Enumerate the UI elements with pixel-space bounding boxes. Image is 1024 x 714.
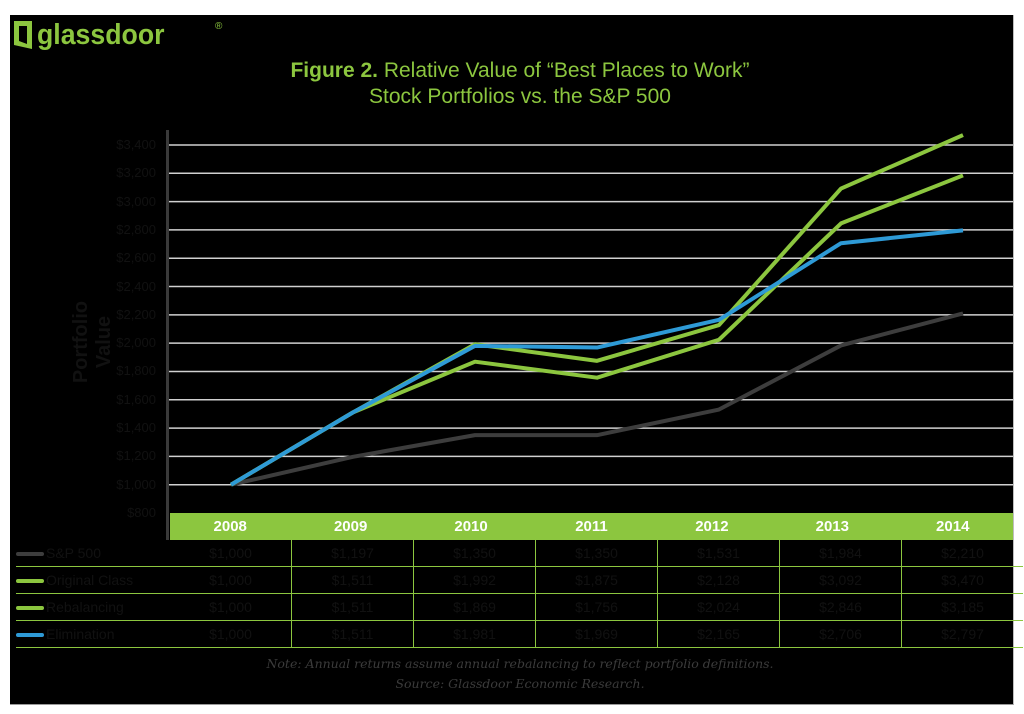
y-tick-label: $1,800 bbox=[116, 363, 156, 379]
legend-label: Rebalancing bbox=[46, 599, 124, 615]
y-tick-label: $3,000 bbox=[116, 193, 156, 209]
table-cell: $3,185 bbox=[901, 593, 1023, 621]
y-tick-label: $800 bbox=[127, 505, 156, 520]
data-table: S&P 500 $1,000 $1,197 $1,350 $1,350 $1,531 $1,… bbox=[16, 540, 1023, 648]
table-cell: $1,350 bbox=[535, 540, 658, 567]
table-cell: $1,875 bbox=[535, 566, 658, 594]
legend-swatch-icon bbox=[16, 552, 44, 557]
legend-label: Original Class bbox=[46, 572, 134, 588]
table-cell: $1,756 bbox=[535, 593, 658, 621]
table-cell: $1,000 bbox=[170, 593, 292, 621]
table-row: S&P 500 $1,000 $1,197 $1,350 $1,350 $1,531 $1,… bbox=[16, 540, 1023, 567]
table-cell: $1,869 bbox=[413, 593, 536, 621]
table-cell: $1,969 bbox=[535, 620, 658, 648]
table-cell: $1,511 bbox=[291, 566, 414, 594]
legend-swatch-icon bbox=[16, 606, 44, 611]
chart-title: Figure 2. Relative Value of “Best Places… bbox=[200, 58, 840, 110]
glassdoor-logo: glassdoor ® bbox=[10, 15, 222, 55]
table-cell: $1,511 bbox=[291, 620, 414, 648]
x-tick-label: 2010 bbox=[454, 518, 488, 535]
table-cell: $1,000 bbox=[170, 540, 292, 567]
series-line-rebalancing bbox=[229, 173, 964, 487]
series-line-elimination bbox=[229, 228, 964, 487]
legend-entry: S&P 500 bbox=[16, 540, 170, 567]
y-tick-label: $1,600 bbox=[116, 391, 156, 407]
y-tick-label: $2,000 bbox=[116, 335, 156, 351]
y-tick-label: $2,800 bbox=[116, 221, 156, 237]
series-line-original-class bbox=[229, 133, 964, 487]
table-cell: $2,024 bbox=[657, 593, 780, 621]
table-cell: $1,992 bbox=[413, 566, 536, 594]
x-tick-label: 2014 bbox=[936, 518, 970, 535]
table-row: Original Class $1,000 $1,511 $1,992 $1,875 $2… bbox=[16, 566, 1023, 594]
table-cell: $3,092 bbox=[779, 566, 902, 594]
table-cell: $2,128 bbox=[657, 566, 780, 594]
table-cell: $1,197 bbox=[291, 540, 414, 567]
x-tick-label: 2013 bbox=[815, 518, 849, 535]
table-cell: $3,470 bbox=[901, 566, 1023, 594]
y-tick-label: $2,400 bbox=[116, 278, 156, 294]
legend-entry: Original Class bbox=[16, 566, 170, 594]
table-row: Elimination $1,000 $1,511 $1,981 $1,969 $2,16… bbox=[16, 620, 1023, 648]
table-cell: $2,797 bbox=[901, 620, 1023, 648]
door-logo-icon bbox=[14, 21, 32, 49]
table-cell: $1,531 bbox=[657, 540, 780, 567]
table-cell: $1,000 bbox=[170, 620, 292, 648]
table-cell: $2,210 bbox=[901, 540, 1023, 567]
note-text: Note: Annual returns assume annual rebal… bbox=[266, 656, 774, 671]
table-cell: $1,000 bbox=[170, 566, 292, 594]
title-line-1: Relative Value of “Best Places to Work” bbox=[377, 59, 750, 82]
title-line-2: Stock Portfolios vs. the S&P 500 bbox=[369, 85, 671, 108]
legend-swatch-icon bbox=[16, 633, 44, 638]
table-cell: $1,350 bbox=[413, 540, 536, 567]
table-cell: $2,165 bbox=[657, 620, 780, 648]
table-cell: $1,511 bbox=[291, 593, 414, 621]
y-tick-label: $1,200 bbox=[116, 448, 156, 464]
table-cell: $1,981 bbox=[413, 620, 536, 648]
chart-notes: Note: Annual returns assume annual rebal… bbox=[170, 654, 870, 694]
legend-label: S&P 500 bbox=[46, 545, 102, 561]
x-tick-label: 2009 bbox=[333, 518, 368, 535]
y-tick-label: $3,200 bbox=[116, 165, 156, 181]
table-cell: $1,984 bbox=[779, 540, 902, 567]
series-line-s-p-500 bbox=[230, 311, 964, 487]
legend-label: Elimination bbox=[46, 626, 115, 642]
figure-label: Figure 2. bbox=[290, 59, 378, 82]
source-text: Source: Glassdoor Economic Research. bbox=[395, 676, 645, 691]
table-cell: $2,846 bbox=[779, 593, 902, 621]
y-axis-line bbox=[166, 130, 169, 540]
x-tick-label: 2008 bbox=[213, 518, 247, 535]
y-tick-label: $1,000 bbox=[116, 476, 156, 492]
x-tick-label: 2011 bbox=[575, 518, 608, 535]
x-tick-label: 2012 bbox=[695, 518, 729, 535]
y-tick-label: $2,200 bbox=[116, 306, 156, 322]
x-axis-year-band: 2008 2009 2010 2011 2012 2013 2014 bbox=[170, 513, 1013, 540]
brand-name: glassdoor bbox=[37, 18, 165, 51]
legend-swatch-icon bbox=[16, 579, 44, 584]
y-tick-label: $2,600 bbox=[116, 250, 156, 266]
table-cell: $2,706 bbox=[779, 620, 902, 648]
y-tick-label: $3,400 bbox=[116, 137, 156, 152]
legend-entry: Rebalancing bbox=[16, 593, 170, 621]
y-tick-label: $1,400 bbox=[116, 420, 156, 436]
legend-entry: Elimination bbox=[16, 620, 170, 648]
registered-mark: ® bbox=[215, 21, 223, 32]
table-row: Rebalancing $1,000 $1,511 $1,869 $1,756 $2,02… bbox=[16, 593, 1023, 621]
